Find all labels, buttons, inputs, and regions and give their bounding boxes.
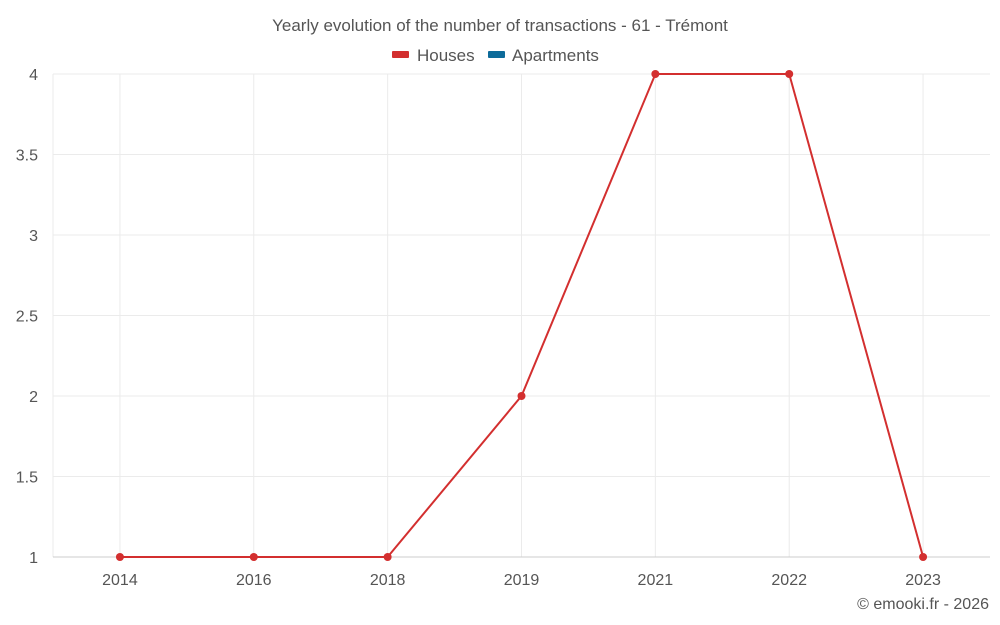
x-tick-label-1: 2016 xyxy=(236,572,272,589)
x-tick-label-5: 2022 xyxy=(771,572,807,589)
data-point-houses-2018[interactable] xyxy=(383,553,392,561)
y-tick-label-2: 2 xyxy=(29,389,38,406)
legend-label-apartments: Apartments xyxy=(512,46,599,65)
legend-swatch-houses xyxy=(392,51,409,58)
legend-item-apartments[interactable]: Apartments xyxy=(488,46,599,65)
chart-title: Yearly evolution of the number of transa… xyxy=(272,16,728,35)
x-tick-label-4: 2021 xyxy=(638,572,674,589)
legend-label-houses: Houses xyxy=(417,46,475,65)
y-tick-label-0: 1 xyxy=(29,550,38,567)
legend[interactable]: Houses Apartments xyxy=(392,46,599,65)
data-point-houses-2019[interactable] xyxy=(517,392,526,400)
y-tick-label-4: 3 xyxy=(29,228,38,245)
y-tick-label-3: 2.5 xyxy=(16,309,38,326)
y-tick-label-6: 4 xyxy=(29,67,38,84)
x-tick-label-3: 2019 xyxy=(504,572,540,589)
y-tick-label-1: 1.5 xyxy=(16,470,38,487)
grid xyxy=(52,73,990,558)
legend-swatch-apartments xyxy=(488,51,505,58)
credit-text: © emooki.fr - 2026 xyxy=(857,596,989,613)
x-axis-ticks: 2014 2016 2018 2019 2021 2022 2023 xyxy=(102,572,941,589)
data-point-houses-2014[interactable] xyxy=(115,553,124,561)
y-tick-label-5: 3.5 xyxy=(16,148,38,165)
y-axis-ticks: 1 1.5 2 2.5 3 3.5 4 xyxy=(16,67,38,567)
legend-item-houses[interactable]: Houses xyxy=(392,46,475,65)
data-point-houses-2022[interactable] xyxy=(785,70,794,78)
x-tick-label-0: 2014 xyxy=(102,572,138,589)
x-tick-label-6: 2023 xyxy=(905,572,941,589)
data-point-houses-2023[interactable] xyxy=(919,553,928,561)
data-point-houses-2021[interactable] xyxy=(651,70,660,78)
x-tick-label-2: 2018 xyxy=(370,572,406,589)
series-layer xyxy=(115,70,928,561)
data-point-houses-2016[interactable] xyxy=(249,553,258,561)
